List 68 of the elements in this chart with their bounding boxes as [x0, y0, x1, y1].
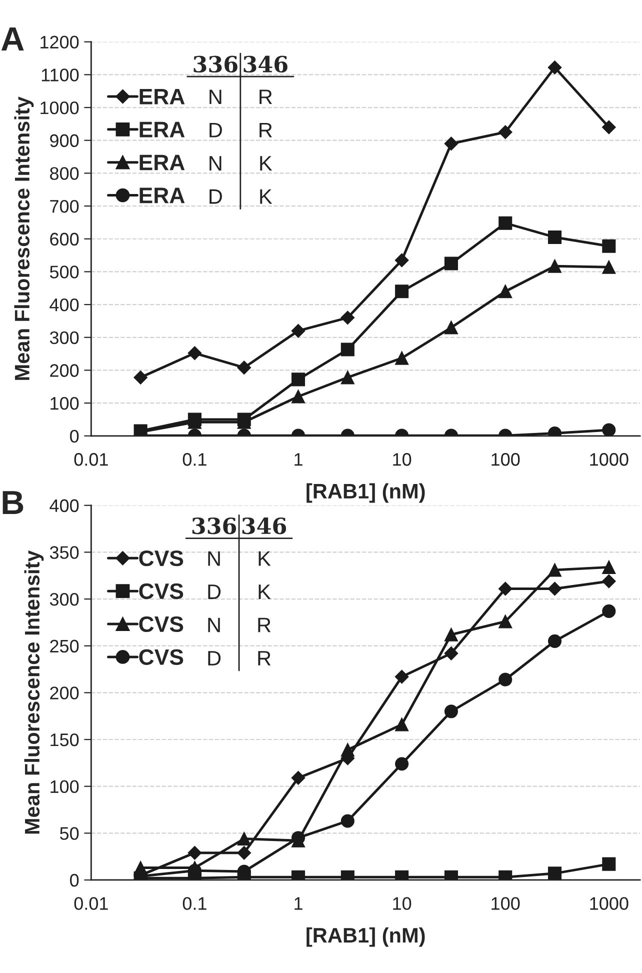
y-tick-label: 0 [70, 874, 79, 887]
x-tick-label: 1 [294, 453, 302, 466]
annotation: R [260, 122, 272, 138]
x-tick-label: 100 [492, 897, 520, 910]
y-tick-label: 150 [50, 733, 79, 746]
y-tick-label: 400 [50, 298, 79, 312]
x-tick-label: 0.1 [182, 897, 206, 910]
y-tick-label: 500 [50, 266, 79, 278]
annotation: K [258, 584, 271, 599]
y-tick-label: 100 [50, 780, 79, 794]
y-axis-title: Mean Fluorescence Intensity [14, 96, 34, 380]
y-tick-label: 600 [50, 232, 79, 246]
x-tick-label: 10 [393, 453, 412, 466]
annotation: K [258, 551, 271, 566]
x-tick-label: 0.01 [74, 453, 108, 466]
annotation: 346 [244, 56, 288, 73]
annotation: N [208, 618, 220, 632]
y-tick-label: 300 [50, 592, 79, 606]
y-tick-label: 700 [50, 200, 79, 213]
legend-label: CVS [139, 649, 184, 665]
annotation: 336 [194, 56, 238, 73]
legend-label: CVS [139, 550, 184, 566]
y-tick-label: 800 [50, 167, 79, 180]
x-tick-label: 1 [294, 897, 302, 910]
y-tick-label: 0 [70, 430, 79, 443]
y-axis-title: Mean Fluorescence Intensity [24, 550, 44, 834]
y-tick-label: 1000 [40, 101, 79, 114]
y-tick-label: 250 [50, 640, 79, 653]
x-tick-label: 0.01 [74, 897, 108, 910]
y-tick-label: 350 [50, 546, 79, 559]
x-tick-label: 100 [492, 453, 520, 466]
y-tick-label: 1200 [40, 36, 79, 49]
x-tick-label: 0.1 [182, 453, 206, 466]
annotation: N [210, 90, 222, 104]
y-tick-label: 200 [50, 364, 79, 377]
y-tick-label: 900 [50, 134, 79, 148]
annotation: D [208, 584, 221, 599]
annotation: R [258, 618, 271, 632]
x-tick-label: 10 [393, 897, 412, 910]
legend-label: ERA [140, 122, 185, 138]
legend-label: ERA [140, 88, 185, 104]
annotation: D [210, 122, 222, 138]
annotation: 336 [192, 517, 236, 534]
text: A [1, 28, 24, 50]
legend-label: ERA [140, 188, 185, 204]
annotation: K [260, 189, 272, 204]
legend-label: ERA [140, 154, 185, 170]
annotation: K [260, 156, 272, 170]
y-tick-label: 200 [50, 686, 79, 700]
annotation: D [208, 651, 221, 666]
y-tick-label: 300 [50, 331, 79, 344]
legend-label: CVS [139, 583, 184, 600]
x-axis-title: [RAB1] (nM) [306, 927, 425, 947]
text: B [2, 491, 24, 514]
annotation: R [258, 651, 271, 666]
y-tick-label: 50 [60, 827, 79, 840]
y-tick-label: 1100 [42, 68, 79, 82]
x-tick-label: 1000 [590, 453, 628, 466]
y-tick-label: 400 [50, 499, 79, 512]
x-tick-label: 1000 [590, 897, 628, 910]
annotation: N [210, 156, 222, 170]
annotation: N [208, 551, 220, 566]
x-axis-title: [RAB1] (nM) [306, 483, 425, 503]
y-tick-label: 100 [50, 397, 79, 410]
legend-label: CVS [139, 616, 184, 632]
annotation: 346 [242, 517, 286, 534]
annotation: R [260, 90, 272, 104]
annotation: D [210, 189, 222, 204]
